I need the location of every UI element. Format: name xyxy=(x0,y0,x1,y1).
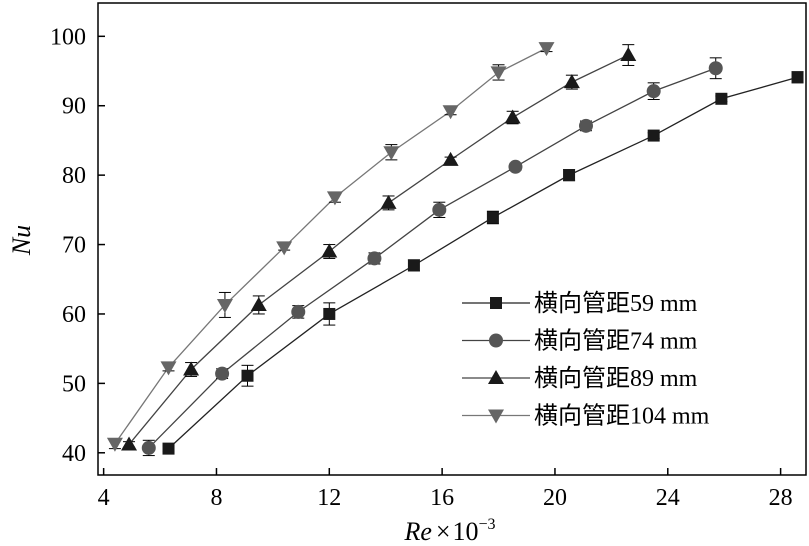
data-point xyxy=(250,296,267,311)
x-tick-label: 20 xyxy=(543,485,567,511)
data-point xyxy=(216,298,233,313)
data-point xyxy=(490,66,507,81)
data-point xyxy=(442,105,459,120)
data-point xyxy=(407,259,420,272)
legend-item: 横向管距59 mm xyxy=(462,290,698,317)
data-point xyxy=(323,307,336,320)
y-tick-label: 90 xyxy=(62,94,86,120)
data-point xyxy=(367,251,382,266)
legend-item: 横向管距89 mm xyxy=(462,365,698,392)
legend-label: 横向管距89 mm xyxy=(534,365,698,392)
data-point xyxy=(620,47,637,62)
data-point xyxy=(715,92,728,105)
x-tick-label: 8 xyxy=(210,485,222,511)
axis-ticks: 4 8 12 16 20 24 28 40 50 60 70 80 90 100 xyxy=(50,24,793,511)
y-tick-label: 50 xyxy=(62,371,86,397)
data-point xyxy=(162,442,175,455)
data-point xyxy=(321,243,338,258)
y-tick-label: 70 xyxy=(62,233,86,259)
data-point xyxy=(291,304,306,319)
series-3 xyxy=(121,44,637,451)
y-tick-label: 40 xyxy=(62,441,86,467)
data-point xyxy=(791,71,804,84)
y-tick-label: 60 xyxy=(62,302,86,328)
plot-frame xyxy=(97,2,807,476)
data-point xyxy=(241,369,254,382)
x-axis-label-exp: −3 xyxy=(479,516,496,533)
legend-label: 横向管距74 mm xyxy=(534,328,698,355)
x-tick-label: 12 xyxy=(317,485,341,511)
data-point xyxy=(563,74,580,89)
legend-marker xyxy=(490,297,502,309)
data-point xyxy=(708,61,723,76)
legend-marker xyxy=(488,409,504,424)
data-point xyxy=(508,159,523,174)
series-2 xyxy=(141,57,723,457)
data-point xyxy=(160,361,177,376)
data-point xyxy=(432,202,447,217)
legend-item: 横向管距74 mm xyxy=(462,328,698,355)
x-axis-label: Re ×10−3 xyxy=(403,516,495,546)
data-point xyxy=(183,361,200,376)
x-axis-label-main: Re xyxy=(403,517,431,546)
series-4 xyxy=(106,42,555,452)
legend-marker xyxy=(488,370,504,384)
data-point xyxy=(106,437,123,452)
series-layer xyxy=(106,42,804,457)
data-point xyxy=(504,109,521,124)
x-tick-label: 16 xyxy=(430,485,454,511)
data-point xyxy=(578,118,593,133)
data-point xyxy=(326,191,343,206)
data-point xyxy=(538,42,555,57)
data-point xyxy=(276,241,293,256)
data-point xyxy=(442,151,459,166)
y-tick-label: 80 xyxy=(62,163,86,189)
series-line xyxy=(114,47,547,445)
data-point xyxy=(486,211,499,224)
data-point xyxy=(121,436,138,451)
x-axis-label-times: × xyxy=(436,517,451,546)
x-tick-label: 28 xyxy=(769,485,793,511)
data-point xyxy=(563,169,576,182)
legend-item: 横向管距104 mm xyxy=(462,403,710,430)
data-point xyxy=(646,84,661,99)
y-axis-label: Nu xyxy=(7,225,36,256)
series-line xyxy=(168,76,798,450)
data-point xyxy=(380,194,397,209)
legend: 横向管距59 mm 横向管距74 mm 横向管距89 mm 横向管距104 mm xyxy=(462,290,710,430)
data-point xyxy=(141,440,156,455)
data-point xyxy=(383,146,400,161)
x-tick-label: 4 xyxy=(98,485,110,511)
x-axis-label-base: 10 xyxy=(453,517,479,546)
data-point xyxy=(215,366,230,381)
legend-marker xyxy=(489,333,503,348)
x-tick-label: 24 xyxy=(656,485,680,511)
legend-label: 横向管距59 mm xyxy=(534,290,698,317)
legend-label: 横向管距104 mm xyxy=(534,403,710,430)
data-point xyxy=(647,129,660,142)
y-tick-label: 100 xyxy=(50,24,86,50)
series-1 xyxy=(162,71,804,455)
